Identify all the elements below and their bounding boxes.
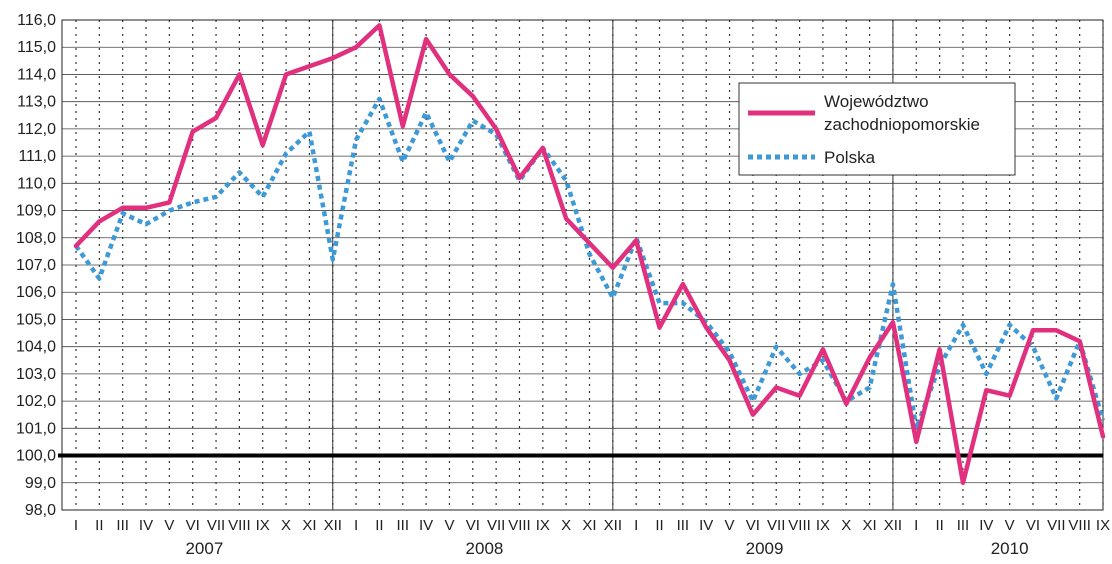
y-tick-label: 113,0 — [17, 94, 56, 111]
x-tick-label: VIII — [788, 517, 811, 534]
data-series — [73, 23, 1106, 486]
x-tick-label: XI — [862, 517, 876, 534]
y-tick-label: 101,0 — [16, 420, 56, 437]
y-tick-label: 105,0 — [16, 311, 56, 328]
x-tick-label: XI — [582, 517, 596, 534]
x-tick-label: VII — [1047, 517, 1065, 534]
year-label: 2008 — [466, 539, 504, 558]
y-tick-label: 104,0 — [16, 339, 56, 356]
x-tick-label: IX — [256, 517, 270, 534]
year-label: 2010 — [991, 539, 1029, 558]
x-tick-label: VI — [746, 517, 760, 534]
x-tick-label: I — [74, 517, 78, 534]
x-tick-label: II — [935, 517, 943, 534]
x-tick-label: VIII — [228, 517, 251, 534]
x-tick-label: III — [397, 517, 410, 534]
y-tick-label: 106,0 — [16, 284, 56, 301]
x-tick-label: V — [1005, 517, 1015, 534]
x-tick-label: I — [634, 517, 638, 534]
x-tick-label: I — [354, 517, 358, 534]
x-tick-label: IX — [1096, 517, 1110, 534]
x-tick-label: IX — [816, 517, 830, 534]
y-tick-label: 103,0 — [16, 366, 56, 383]
x-tick-label: X — [561, 517, 571, 534]
y-tick-label: 99,0 — [25, 475, 56, 492]
legend-box — [738, 82, 1016, 176]
plot-frame — [58, 19, 1104, 511]
y-tick-label: 114,0 — [17, 66, 56, 83]
x-tick-label: IV — [979, 517, 993, 534]
year-labels: 2007 2008 2009 2010 — [185, 539, 1028, 558]
x-tick-label: IX — [536, 517, 550, 534]
x-tick-label: VII — [767, 517, 785, 534]
x-tick-label: XII — [604, 517, 622, 534]
x-tick-label: X — [841, 517, 851, 534]
x-tick-label: II — [95, 517, 103, 534]
y-tick-label: 108,0 — [16, 230, 56, 247]
x-tick-label: II — [655, 517, 663, 534]
y-tick-label: 111,0 — [18, 148, 56, 165]
legend-label-wojewodztwo-line1: Województwo — [824, 92, 929, 111]
year-label: 2009 — [746, 539, 784, 558]
y-tick-label: 107,0 — [16, 257, 56, 274]
y-tick-label: 112,0 — [17, 121, 56, 138]
x-tick-label: X — [281, 517, 291, 534]
y-tick-label: 110,0 — [17, 175, 56, 192]
y-axis-tick-labels: 98,0 99,0 100,0 101,0 102,0 103,0 104,0 105,0 10… — [16, 12, 56, 519]
x-tick-label: VII — [207, 517, 225, 534]
x-tick-label: IV — [139, 517, 153, 534]
x-tick-label: I — [914, 517, 918, 534]
y-tick-label: 102,0 — [16, 393, 56, 410]
y-tick-label: 116,0 — [17, 12, 56, 29]
x-tick-label: XI — [302, 517, 316, 534]
x-tick-label: VIII — [508, 517, 531, 534]
x-tick-label: V — [164, 517, 174, 534]
y-tick-label: 98,0 — [25, 502, 56, 519]
x-tick-label: VIII — [1068, 517, 1091, 534]
x-tick-label: III — [957, 517, 970, 534]
legend: Województwo zachodniopomorskie Polska — [738, 82, 1016, 176]
x-tick-label: V — [444, 517, 454, 534]
year-label: 2007 — [185, 539, 223, 558]
x-tick-label: VI — [186, 517, 200, 534]
x-tick-label: V — [725, 517, 735, 534]
x-tick-label: XII — [324, 517, 342, 534]
x-tick-label: VI — [1026, 517, 1040, 534]
plot-border — [61, 19, 1104, 511]
x-tick-label: III — [116, 517, 129, 534]
legend-label-wojewodztwo-line2: zachodniopomorskie — [824, 115, 980, 134]
y-tick-label: 100,0 — [16, 448, 56, 465]
legend-label-polska: Polska — [824, 148, 876, 167]
x-tick-label: VII — [487, 517, 505, 534]
x-tick-label: II — [375, 517, 383, 534]
x-tick-label: XII — [884, 517, 902, 534]
y-tick-label: 109,0 — [16, 203, 56, 220]
x-tick-label: IV — [699, 517, 713, 534]
series-line-wojewodztwo — [73, 23, 1106, 486]
x-axis-tick-labels: I II III IV V VI VII VIII IX X XI XII I II III IV V VI VII… — [74, 517, 1110, 534]
x-tick-label: VI — [466, 517, 480, 534]
y-tick-label: 115,0 — [17, 39, 56, 56]
x-tick-label: III — [677, 517, 690, 534]
x-tick-label: IV — [419, 517, 433, 534]
